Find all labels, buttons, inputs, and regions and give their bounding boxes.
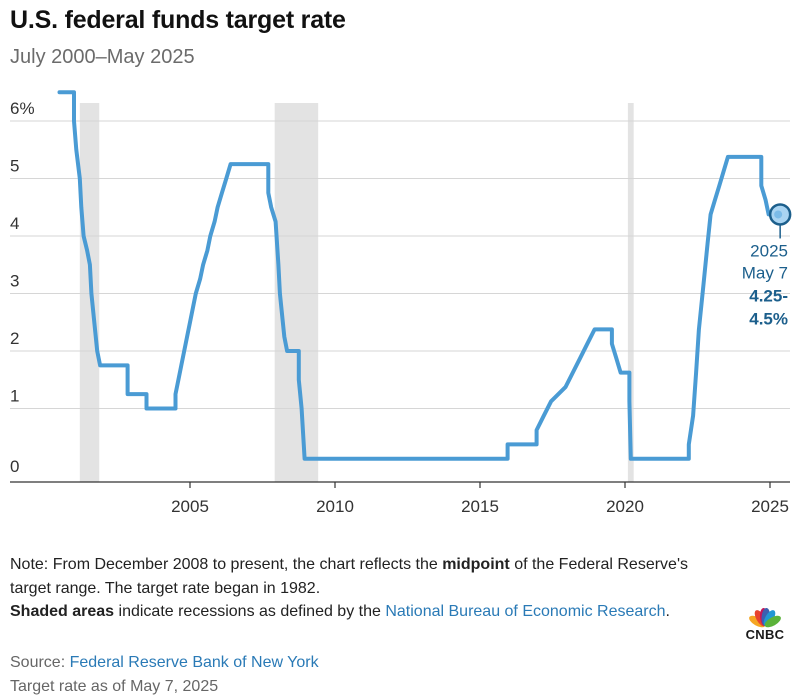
chart-note: Note: From December 2008 to present, the…	[10, 553, 730, 624]
recession-band	[274, 103, 319, 482]
recession-band	[627, 103, 634, 482]
annotation-date: May 7	[742, 263, 788, 282]
y-tick-label: 4	[10, 214, 19, 233]
note-text: Note: From December 2008 to present, the…	[10, 556, 443, 573]
source-prefix: Source:	[10, 654, 70, 671]
y-tick-label: 2	[10, 329, 19, 348]
source-link[interactable]: Federal Reserve Bank of New York	[69, 654, 319, 671]
y-tick-label: 0	[10, 457, 19, 476]
y-tick-label: 1	[10, 387, 19, 406]
annotation-year: 2025	[750, 241, 788, 260]
chart-subtitle: July 2000–May 2025	[10, 46, 195, 68]
x-tick-label: 2005	[171, 497, 209, 516]
y-tick-label: 6%	[10, 99, 35, 118]
peacock-icon	[749, 608, 781, 628]
nber-link[interactable]: National Bureau of Economic Research	[385, 603, 666, 620]
annotation-value-2: 4.5%	[749, 309, 788, 328]
note-text-2: of the Federal Reserve's target range. T…	[10, 556, 688, 597]
y-tick-label: 5	[10, 157, 19, 176]
shaded-areas-label: Shaded areas	[10, 603, 115, 620]
x-tick-label: 2010	[316, 497, 354, 516]
as-of-date: Target rate as of May 7, 2025	[10, 678, 219, 695]
chart-title: U.S. federal funds target rate	[10, 6, 346, 34]
rate-chart: 0 1 2 3 4 5 6% 2005 2010 2015 2020 2025 2025 May 7 4.2…	[10, 90, 792, 516]
note-bold: midpoint	[442, 556, 510, 573]
series-line	[57, 90, 783, 461]
x-tick-label: 2015	[461, 497, 499, 516]
y-tick-label: 3	[10, 272, 19, 291]
source-line: Source: Federal Reserve Bank of New York	[10, 654, 319, 672]
x-tick-label: 2020	[606, 497, 644, 516]
annotation-value-1: 4.25-	[749, 286, 788, 305]
cnbc-logo-text: CNBC	[745, 627, 785, 642]
peacock-feather	[764, 615, 781, 628]
cnbc-peacock-logo	[749, 608, 781, 628]
shaded-end: .	[665, 603, 670, 620]
shaded-text: indicate recessions as defined by the	[114, 603, 386, 620]
latest-point-dot	[774, 210, 783, 219]
x-tick-label: 2025	[751, 497, 789, 516]
